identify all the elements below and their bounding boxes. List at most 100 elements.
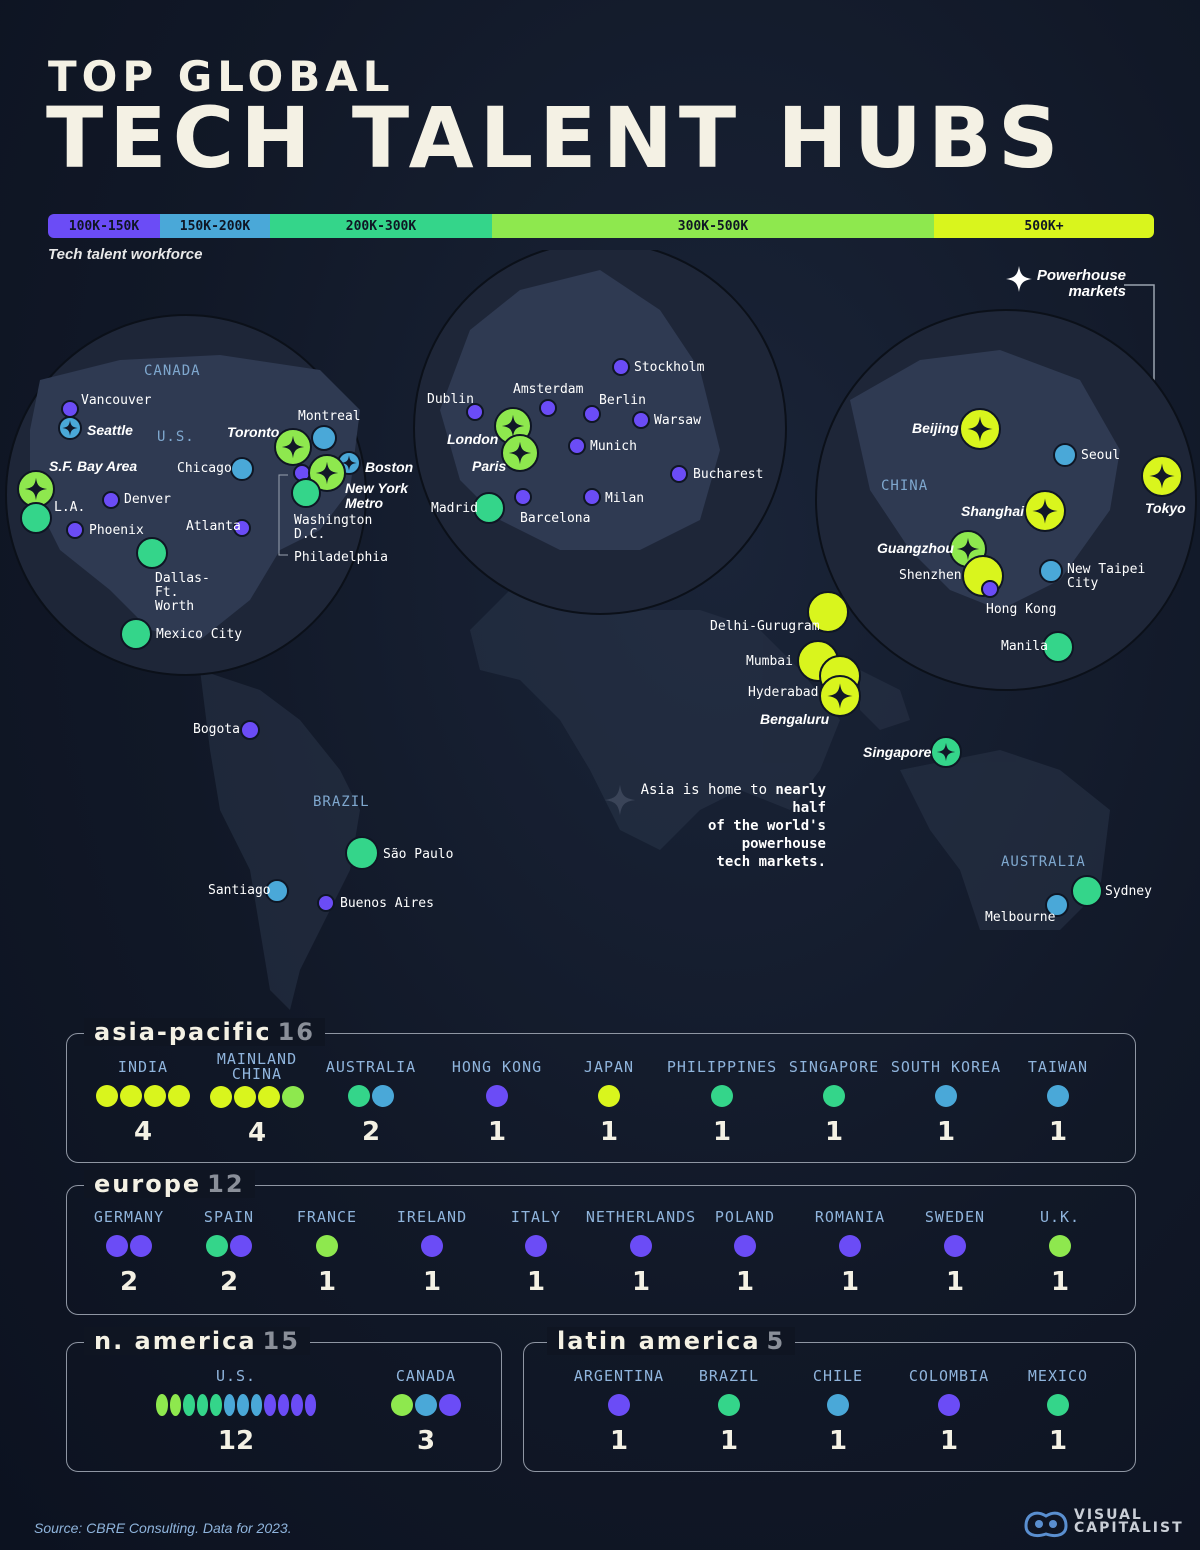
country-name: HONG KONG [451,1058,543,1076]
hub-dot [823,1085,845,1107]
country-name: IRELAND [396,1208,468,1226]
city-dot-santiago [265,879,289,903]
city-dot-chicago [230,457,254,481]
country-name: INDIA [117,1058,169,1076]
country-count: 1 [422,1267,442,1297]
country-name: BRAZIL [698,1367,760,1385]
country-count: 1 [526,1267,546,1297]
city-dot-montreal [311,425,337,451]
hub-dot [120,1085,142,1107]
powerhouse-star-icon [508,441,532,465]
city-label-phoenix: Phoenix [89,523,144,538]
hub-dot [250,1394,262,1416]
country-france: FRANCE 1 [247,1208,407,1298]
country-name: CHILE [812,1367,864,1385]
powerhouse-star-icon [967,416,993,442]
hub-dot [230,1235,252,1257]
country-count: 1 [712,1117,732,1147]
country-sweden: SWEDEN 1 [875,1210,1035,1298]
title-line-1: TOP GLOBAL [48,52,395,101]
country-germany: GERMANY 2 [49,1210,209,1298]
hub-dot [598,1085,620,1107]
country-brazil: BRAZIL 1 [649,1367,809,1457]
country-count: 1 [1050,1267,1070,1297]
city-dot-berlin [583,405,601,423]
hub-dot [258,1086,280,1108]
city-dot-milan [583,488,601,506]
country-count: 1 [631,1267,651,1297]
city-dot-sydney [1071,875,1103,907]
city-dot-saopaulo [345,836,379,870]
city-label-manila: Manila [1001,639,1048,654]
panel-title-text: n. america [94,1327,257,1355]
hub-dot [223,1394,235,1416]
country-count: 12 [217,1426,255,1456]
note-star-icon [604,784,636,816]
hub-dot [486,1085,508,1107]
powerhouse-star-icon [281,435,305,459]
country-count: 1 [824,1117,844,1147]
logo-line-2: CAPITALIST [1074,1520,1184,1536]
hub-dot [348,1085,370,1107]
country-dots [539,1394,699,1416]
country-dots [456,1235,616,1257]
legend-segment-300k-500k: 300K-500K [492,214,934,238]
region-label-china: CHINA [881,478,929,494]
country-name: SOUTH KOREA [890,1058,1002,1076]
legend-segment-200k-300k: 200K-300K [270,214,492,238]
country-dots [417,1085,577,1107]
city-label-mumbai: Mumbai [746,654,793,669]
country-dots [49,1235,209,1257]
city-label-bogota: Bogota [193,722,240,737]
country-south-korea: SOUTH KOREA 1 [866,1058,1026,1148]
powerhouse-star-icon [936,742,956,762]
country-dots [642,1085,802,1107]
hub-dot [938,1394,960,1416]
country-colombia: COLOMBIA 1 [869,1369,1029,1457]
country-india: INDIA 4 [63,1060,223,1147]
city-label-guangzhou: Guangzhou [877,540,954,556]
country-dots [770,1235,930,1257]
city-label-hongkong: Hong Kong [986,602,1057,617]
city-dot-delhi [807,591,849,633]
city-label-sydney: Sydney [1105,884,1152,899]
city-label-taipei: New Taipei City [1067,562,1146,591]
hub-dot [630,1235,652,1257]
city-label-madrid: Madrid [431,501,478,516]
panel-title-text: europe [94,1170,202,1198]
country-count: 1 [719,1426,739,1456]
country-name: MAINLAND CHINA [216,1050,298,1083]
country-count: 1 [936,1117,956,1147]
hub-dot [169,1394,181,1416]
country-name: SINGAPORE [788,1058,880,1076]
country-name: FRANCE [296,1208,358,1226]
powerhouse-star-icon [1149,463,1175,489]
hub-dot [210,1086,232,1108]
country-name: JAPAN [583,1058,635,1076]
hub-dot [439,1394,461,1416]
hub-dot [935,1085,957,1107]
country-dots [149,1235,309,1257]
city-label-amsterdam: Amsterdam [513,382,584,397]
country-dots [649,1394,809,1416]
city-label-bengaluru: Bengaluru [760,711,830,727]
country-name: PHILIPPINES [666,1058,778,1076]
country-singapore: SINGAPORE 1 [754,1058,914,1148]
country-romania: ROMANIA 1 [770,1210,930,1298]
city-label-montreal: Montreal [298,409,361,424]
panel-title-text: latin america [557,1327,761,1355]
city-markers [17,358,1183,917]
country-count: 1 [487,1117,507,1147]
country-dots [866,1085,1026,1107]
city-dot-denver [102,491,120,509]
city-dot-warsaw [632,411,650,429]
panel-latin-america [523,1342,1136,1472]
city-label-stockholm: Stockholm [634,360,705,375]
hub-dot [827,1394,849,1416]
country-dots [980,1235,1140,1257]
city-label-berlin: Berlin [599,393,646,408]
city-dot-dc [291,478,321,508]
city-label-warsaw: Warsaw [654,413,701,428]
country-dots [665,1235,825,1257]
country-taiwan: TAIWAN 1 [978,1060,1138,1148]
